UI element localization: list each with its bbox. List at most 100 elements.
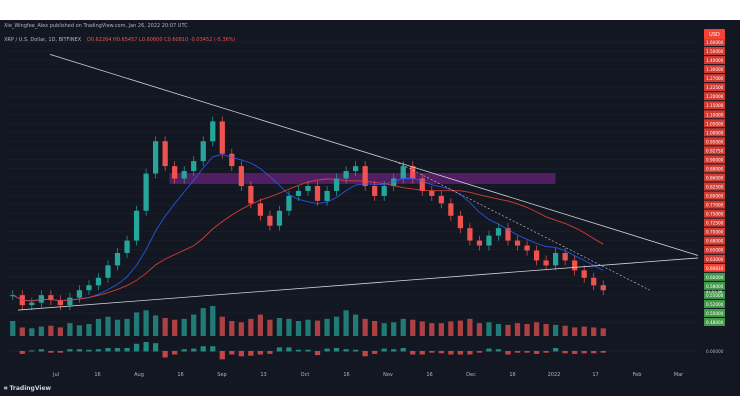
macd-histogram-bar — [200, 346, 206, 352]
price-tick-label: 0.50000 — [706, 311, 724, 316]
volume-bar — [562, 325, 568, 336]
tradingview-watermark: ⌗ TradingView — [4, 385, 51, 393]
tradingview-logo-icon: ⌗ — [4, 385, 8, 392]
macd-histogram-bar — [305, 349, 311, 352]
price-axis[interactable]: USD 1.60000 1.50000 1.40000 1.30000 1.27000 1.… — [702, 20, 740, 396]
price-tick-label: 0.75000 — [706, 212, 724, 217]
descending-trendline — [49, 54, 699, 256]
x-tick-label: Mar — [674, 372, 684, 378]
volume-bar — [133, 312, 140, 336]
macd-histogram-bar — [124, 348, 130, 352]
candle-body — [29, 302, 35, 306]
volume-bar — [543, 324, 549, 336]
volume-bar — [276, 318, 283, 336]
price-tick-box — [704, 146, 725, 155]
volume-bar — [591, 327, 597, 336]
macd-histogram-bar — [210, 346, 216, 352]
price-tick-label: 1.10000 — [706, 112, 724, 117]
price-tick-box — [704, 218, 725, 227]
candle-body — [324, 190, 330, 201]
macd-histogram-bar — [324, 348, 330, 352]
current-price-box — [704, 263, 725, 272]
symbol-name[interactable]: XRP / U.S. Dollar, 1D, BITFINEX — [4, 37, 82, 43]
current-price-label: 0.60810 — [706, 266, 724, 271]
price-tick-label: 1.60000 — [706, 40, 724, 45]
candle-body — [391, 178, 397, 186]
macd-histogram-bar — [57, 351, 63, 353]
price-tick-box — [704, 119, 725, 128]
volume-bar — [143, 310, 149, 336]
macd-histogram-bar — [562, 351, 568, 354]
candle-body — [286, 195, 292, 211]
volume-bar — [600, 328, 606, 336]
price-tick-label: 1.20000 — [706, 94, 724, 99]
price-tick-label: 0.82500 — [706, 185, 724, 190]
volume-bar — [153, 315, 159, 336]
candle-body — [38, 295, 44, 303]
price-tick-label: 1.40000 — [706, 58, 724, 63]
volume-bar — [372, 321, 378, 336]
price-tick-box — [704, 281, 725, 290]
macd-histogram-bar — [143, 342, 149, 352]
volume-bars — [10, 306, 606, 336]
currency-label-box — [704, 29, 725, 39]
price-tick-box — [704, 308, 725, 317]
macd-histogram-bar — [248, 351, 254, 356]
price-tick-box — [704, 128, 725, 137]
volume-bar — [48, 325, 54, 336]
macd-histogram-bar — [105, 348, 111, 352]
candle-body — [105, 265, 111, 278]
macd-histogram-bar — [400, 348, 406, 352]
macd-histogram-bar — [29, 350, 35, 352]
volume-bar — [105, 316, 111, 336]
candle-body — [600, 285, 606, 291]
price-tick-box — [704, 101, 725, 110]
macd-histogram-bar — [191, 348, 197, 352]
volume-bar — [553, 324, 559, 336]
candle-body — [581, 270, 587, 278]
macd-histogram-bar — [410, 351, 416, 355]
x-tick-label: Nov — [383, 372, 393, 378]
price-tick-box — [704, 137, 725, 146]
macd-histogram-bar — [438, 351, 444, 354]
price-tick-box — [704, 173, 725, 182]
volume-bar — [10, 321, 16, 336]
volume-bar — [324, 318, 330, 336]
price-tick-label: 0.80000 — [706, 194, 724, 199]
volume-bar — [381, 323, 387, 336]
candle-body — [153, 141, 159, 174]
price-tick-box — [704, 47, 725, 56]
candle-body — [181, 171, 187, 179]
price-tick-box — [704, 200, 725, 209]
candle-body — [362, 166, 368, 186]
candle-body — [333, 178, 340, 191]
macd-histogram-bar — [133, 343, 140, 352]
candle-body — [429, 190, 435, 196]
candle-body — [448, 203, 454, 216]
macd-histogram-bar — [553, 348, 559, 352]
volume-bar — [476, 323, 483, 336]
volume-bar — [114, 319, 121, 336]
macd-histogram-bar — [114, 348, 121, 352]
ascending-trendline — [17, 257, 699, 311]
x-tick-label: Aug — [134, 372, 144, 378]
candle-body — [467, 228, 473, 241]
candle-body — [219, 121, 225, 154]
price-tick-label: 0.48000 — [706, 320, 724, 325]
price-tick-box — [704, 38, 725, 46]
macd-histogram-bar — [533, 351, 540, 354]
price-tick-label: 0.55000 — [706, 293, 724, 298]
volume-bar — [391, 322, 397, 336]
volume-bar — [572, 327, 578, 336]
candle-body — [486, 235, 492, 246]
macd-histogram-bar — [591, 351, 597, 354]
candle-body — [86, 285, 92, 291]
macd-histogram-bar — [295, 349, 302, 352]
chart-canvas[interactable]: Jul 16 Aug 16 Sep 13 Oct 16 Nov 16 Dec 16 2022 17 Feb M… — [0, 20, 740, 396]
volume-bar — [419, 321, 425, 336]
x-tick-label: 2022 — [548, 372, 561, 378]
x-tick-label: Sep — [217, 372, 226, 378]
currency-label: USD — [709, 32, 720, 38]
price-tick-label: 0.90000 — [706, 157, 724, 162]
price-tick-label: 0.92750 — [706, 148, 724, 153]
